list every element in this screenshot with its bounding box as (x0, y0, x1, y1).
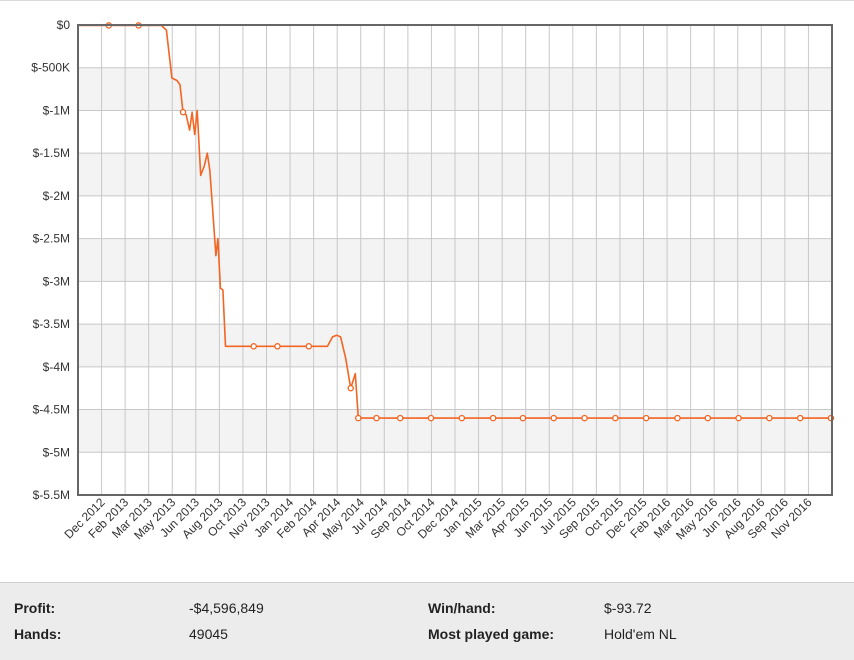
data-point-marker (766, 414, 773, 422)
data-point-marker (704, 414, 712, 422)
data-point-marker (519, 414, 527, 422)
data-point-marker (355, 414, 362, 422)
profit-label: Profit: (14, 600, 56, 616)
most-played-game-value: Hold'em NL (604, 626, 677, 642)
profit-line-chart: $0 $-500K $-1M $-1.5M $-2M $-2.5M $-3M $-3.5M $-… (31, 18, 835, 542)
data-point-marker (489, 414, 497, 422)
data-point-marker (458, 414, 466, 422)
win-per-hand-value: $-93.72 (604, 600, 652, 616)
data-point-marker (179, 108, 187, 116)
data-point-marker (305, 343, 313, 350)
data-point-marker (347, 384, 354, 392)
data-point-marker (427, 414, 435, 422)
profit-series-line (78, 24, 831, 419)
data-point-marker (250, 343, 257, 350)
y-tick-label: $-5.5M (33, 488, 70, 502)
data-point-marker (274, 343, 281, 350)
y-tick-label: $0 (57, 18, 71, 32)
y-tick-label: $-1.5M (33, 146, 70, 160)
stats-summary: Profit: -$4,596,849 Win/hand: $-93.72 Ha… (0, 582, 854, 660)
data-point-marker (612, 414, 619, 422)
y-tick-label: $-4M (43, 360, 70, 374)
y-tick-label: $-4.5M (33, 403, 70, 417)
data-point-marker (735, 414, 742, 422)
series-markers (105, 22, 835, 422)
data-point-marker (581, 414, 588, 422)
data-point-marker (674, 414, 681, 422)
data-point-marker (396, 414, 404, 422)
y-tick-label: $-2M (43, 189, 70, 203)
plot-frame (77, 24, 833, 496)
data-point-marker (550, 414, 557, 422)
hands-value: 49045 (189, 626, 228, 642)
y-tick-label: $-1M (43, 103, 70, 117)
data-point-marker (373, 414, 380, 422)
profit-value: -$4,596,849 (189, 600, 264, 616)
y-tick-label: $-3.5M (33, 317, 70, 331)
y-tick-label: $-3M (43, 274, 70, 288)
vertical-gridlines (77, 25, 833, 495)
hands-label: Hands: (14, 626, 62, 642)
data-point-marker (642, 414, 650, 422)
win-per-hand-label: Win/hand: (428, 600, 496, 616)
y-tick-label: $-2.5M (33, 232, 70, 246)
y-tick-label: $-500K (31, 61, 70, 75)
most-played-game-label: Most played game: (428, 626, 555, 642)
y-axis-tick-labels: $0 $-500K $-1M $-1.5M $-2M $-2.5M $-3M $-3.5M $-… (31, 18, 70, 502)
y-tick-label: $-5M (43, 445, 70, 459)
chart-panel: $0 $-500K $-1M $-1.5M $-2M $-2.5M $-3M $-3.5M $-… (0, 0, 854, 543)
data-point-marker (796, 414, 804, 422)
